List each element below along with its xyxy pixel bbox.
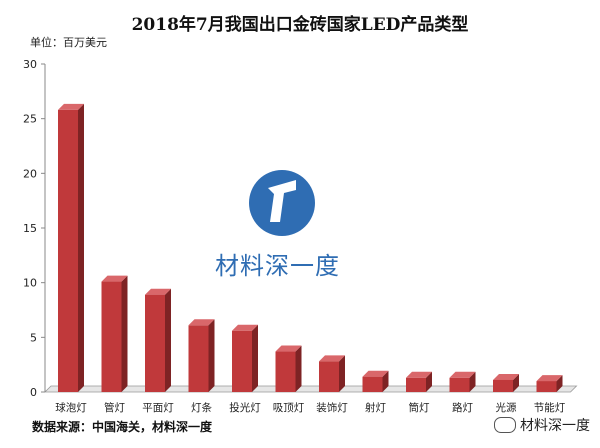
logo-emblem-icon (249, 170, 315, 236)
logo-text: 材料深一度 (215, 252, 340, 280)
bar-side (78, 103, 84, 393)
y-tick-label: 25 (23, 113, 37, 126)
chart-title: 2018年7月我国出口金砖国家LED产品类型 (131, 15, 469, 35)
x-tick-label: 光源 (496, 401, 517, 414)
bar (232, 330, 252, 392)
bar-top (406, 371, 432, 378)
bar-side (339, 355, 345, 392)
bar-side (295, 345, 302, 392)
bar-top (58, 103, 84, 110)
bar-side (165, 288, 171, 392)
x-tick-label: 吸顶灯 (273, 402, 305, 414)
bar (493, 379, 513, 392)
bar (188, 325, 209, 392)
bar-top (449, 371, 476, 378)
y-tick-label: 0 (30, 386, 37, 399)
x-tick-label: 管灯 (104, 401, 125, 414)
unit-label: 单位：百万美元 (30, 36, 107, 49)
bar-top (188, 319, 215, 326)
y-tick-label: 20 (23, 167, 37, 180)
chart-floor (44, 385, 578, 393)
bar-top (536, 375, 563, 382)
x-tick-label: 球泡灯 (55, 401, 87, 414)
bar-side (208, 319, 215, 392)
bar-side (513, 373, 519, 392)
bar (362, 376, 383, 392)
x-tick-label: 节能灯 (534, 401, 566, 414)
x-tick-label: 装饰灯 (316, 401, 348, 414)
bar (58, 109, 78, 393)
bar-side (121, 275, 128, 392)
x-tick-label: 射灯 (365, 401, 386, 414)
wechat-icon (494, 417, 516, 433)
x-tick-label: 路灯 (452, 401, 473, 414)
bar (449, 377, 470, 392)
bar-side (382, 370, 389, 392)
x-tick-label: 筒灯 (409, 401, 430, 414)
bar-top (275, 345, 302, 352)
bar-top (145, 288, 171, 295)
x-tick-label: 灯条 (191, 401, 212, 414)
bar-side (469, 371, 476, 392)
x-tick-label: 平面灯 (142, 402, 174, 414)
bar-top (362, 370, 389, 377)
bar (319, 361, 339, 392)
bar-side (252, 324, 258, 392)
y-tick-label: 30 (23, 58, 37, 71)
watermark-text: 材料深一度 (520, 418, 590, 434)
bar-top (232, 324, 258, 331)
bar-side (426, 371, 432, 392)
bar (406, 377, 426, 392)
y-tick-label: 10 (23, 277, 37, 290)
bar (275, 351, 296, 392)
bar-top (493, 373, 519, 380)
watermark: 材料深一度 (494, 415, 590, 435)
bar-top (101, 275, 128, 282)
bar (145, 294, 165, 392)
bar-side (556, 375, 563, 392)
bar (101, 281, 122, 392)
source-note: 数据来源：中国海关，材料深一度 (32, 420, 213, 434)
bar (536, 381, 557, 392)
x-tick-label: 投光灯 (229, 401, 261, 414)
y-tick-label: 5 (30, 331, 37, 344)
y-tick-label: 15 (23, 222, 37, 235)
bar-top (319, 355, 345, 362)
